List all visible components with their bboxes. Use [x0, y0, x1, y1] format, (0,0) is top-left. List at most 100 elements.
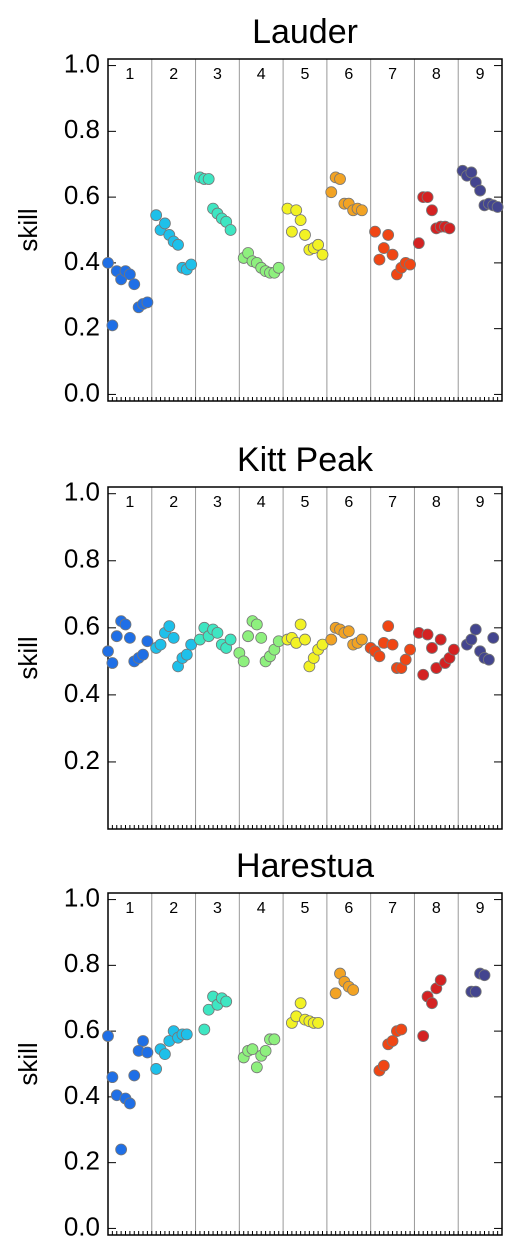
- point: [224, 633, 237, 646]
- point: [377, 1059, 390, 1072]
- group-label: 6: [344, 66, 353, 83]
- point: [224, 224, 237, 236]
- point: [150, 209, 163, 222]
- y-tick-label: 0.2: [64, 1146, 100, 1176]
- point: [272, 261, 285, 274]
- point: [491, 201, 504, 213]
- plot-frame: [107, 892, 503, 1236]
- point: [123, 1097, 136, 1110]
- point: [299, 229, 311, 241]
- y-tick-label: 0.2: [64, 312, 100, 342]
- point: [299, 633, 311, 646]
- y-tick-label: 0.4: [64, 246, 100, 276]
- point: [325, 186, 338, 199]
- group-label: 8: [432, 900, 441, 917]
- point: [102, 256, 114, 269]
- point: [268, 1033, 281, 1046]
- point: [185, 638, 198, 651]
- point: [285, 225, 298, 238]
- point: [237, 655, 250, 668]
- point: [220, 995, 233, 1008]
- point: [150, 1063, 163, 1075]
- point: [110, 630, 123, 643]
- plot-frame: [107, 486, 503, 830]
- group-label: 6: [344, 900, 353, 917]
- point: [102, 645, 114, 658]
- point: [469, 985, 482, 998]
- point: [250, 1061, 263, 1074]
- group-label: 7: [388, 66, 397, 83]
- point: [154, 638, 167, 651]
- group-label: 2: [169, 900, 178, 917]
- point: [202, 173, 215, 185]
- y-tick-label: 0.4: [64, 1080, 100, 1110]
- point: [119, 618, 132, 631]
- point: [434, 974, 447, 987]
- group-label: 5: [301, 66, 310, 83]
- point: [106, 1071, 119, 1084]
- point: [487, 631, 500, 644]
- point: [211, 626, 224, 639]
- point: [465, 166, 478, 179]
- group-label: 9: [476, 66, 485, 83]
- y-tick-label: 0.2: [64, 745, 100, 775]
- point: [430, 662, 443, 674]
- point: [141, 1046, 154, 1059]
- point: [386, 248, 399, 261]
- point: [294, 997, 307, 1010]
- point: [426, 997, 438, 1010]
- point: [250, 618, 263, 631]
- point: [115, 1143, 128, 1156]
- point: [180, 1028, 193, 1041]
- point: [106, 319, 119, 332]
- point: [377, 242, 390, 254]
- point: [382, 620, 395, 633]
- point: [137, 648, 149, 661]
- y-axis-label: skill: [13, 636, 43, 679]
- point: [259, 1044, 272, 1057]
- group-label: 2: [169, 494, 178, 511]
- y-tick-label: 0.6: [64, 1014, 100, 1044]
- point: [421, 628, 434, 641]
- point: [417, 1030, 430, 1042]
- point: [373, 253, 386, 266]
- point: [312, 238, 325, 251]
- point: [246, 1043, 259, 1056]
- group-label: 8: [432, 494, 441, 511]
- group-label: 5: [301, 494, 310, 511]
- point: [447, 643, 460, 656]
- point: [123, 631, 136, 644]
- point: [316, 248, 329, 261]
- point: [141, 635, 154, 648]
- point: [434, 633, 447, 646]
- point: [255, 631, 268, 644]
- point: [137, 1035, 149, 1047]
- point: [185, 258, 198, 271]
- point: [316, 638, 329, 651]
- point: [482, 653, 495, 666]
- point: [325, 633, 338, 646]
- point: [474, 184, 487, 197]
- panel-title: Harestua: [236, 847, 374, 885]
- group-label: 4: [257, 494, 266, 511]
- group-label: 3: [213, 66, 222, 83]
- point: [373, 650, 386, 663]
- group-label: 8: [432, 66, 441, 83]
- point: [465, 633, 478, 646]
- point: [386, 1035, 399, 1047]
- group-label: 6: [344, 494, 353, 511]
- point: [167, 631, 180, 644]
- group-label: 5: [301, 900, 310, 917]
- point: [294, 214, 307, 227]
- group-label: 9: [476, 900, 485, 917]
- y-tick-label: 1.0: [64, 48, 100, 78]
- group-label: 4: [257, 900, 266, 917]
- group-label: 7: [388, 900, 397, 917]
- point: [159, 217, 171, 230]
- point: [399, 653, 412, 666]
- point: [347, 984, 360, 996]
- group-label: 7: [388, 494, 397, 511]
- point: [443, 222, 456, 235]
- point: [386, 638, 399, 651]
- group-label: 3: [213, 494, 222, 511]
